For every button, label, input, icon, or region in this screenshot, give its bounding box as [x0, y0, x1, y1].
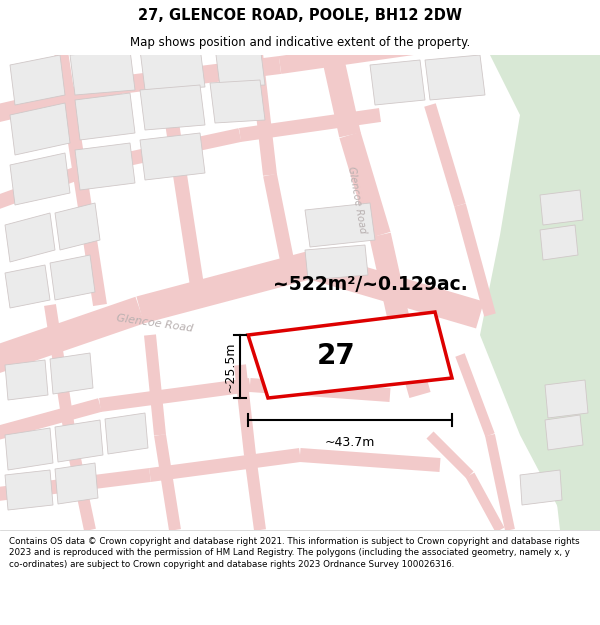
Polygon shape [248, 312, 452, 398]
Text: ~43.7m: ~43.7m [325, 436, 375, 449]
Polygon shape [99, 378, 251, 412]
Text: 27: 27 [316, 342, 355, 370]
Polygon shape [425, 55, 485, 100]
Polygon shape [64, 434, 96, 531]
Polygon shape [340, 132, 391, 238]
Polygon shape [105, 413, 148, 454]
Polygon shape [70, 50, 135, 95]
Polygon shape [305, 203, 375, 247]
Polygon shape [5, 470, 53, 510]
Polygon shape [5, 428, 53, 470]
Polygon shape [279, 36, 421, 74]
Text: Glencoe Road: Glencoe Road [116, 312, 194, 333]
Polygon shape [173, 174, 207, 306]
Polygon shape [545, 415, 583, 450]
Polygon shape [10, 103, 70, 155]
Polygon shape [370, 60, 425, 105]
Polygon shape [306, 252, 484, 328]
Polygon shape [73, 174, 107, 306]
Polygon shape [10, 55, 65, 105]
Polygon shape [299, 448, 440, 472]
Polygon shape [0, 297, 145, 378]
Polygon shape [215, 45, 265, 87]
Polygon shape [5, 265, 50, 308]
Polygon shape [234, 364, 256, 456]
Polygon shape [0, 398, 102, 442]
Polygon shape [10, 153, 70, 205]
Polygon shape [540, 225, 578, 260]
Polygon shape [454, 203, 496, 317]
Polygon shape [540, 190, 583, 225]
Text: Map shows position and indicative extent of the property.: Map shows position and indicative extent… [130, 36, 470, 49]
Polygon shape [0, 158, 103, 212]
Polygon shape [424, 103, 466, 207]
Polygon shape [244, 454, 266, 531]
Polygon shape [55, 463, 98, 504]
Polygon shape [149, 448, 301, 482]
Polygon shape [455, 353, 494, 437]
Polygon shape [75, 143, 135, 190]
Polygon shape [319, 42, 361, 138]
Polygon shape [75, 93, 135, 140]
Polygon shape [44, 304, 76, 436]
Polygon shape [427, 431, 473, 479]
Text: ~25.5m: ~25.5m [223, 341, 236, 392]
Polygon shape [466, 472, 505, 532]
Text: Glencoe Road: Glencoe Road [346, 166, 368, 234]
Text: 27, GLENCOE ROAD, POOLE, BH12 2DW: 27, GLENCOE ROAD, POOLE, BH12 2DW [138, 8, 462, 23]
Polygon shape [250, 378, 391, 402]
Polygon shape [98, 128, 241, 172]
Polygon shape [5, 360, 48, 400]
Polygon shape [140, 85, 205, 130]
Text: ~522m²/~0.129ac.: ~522m²/~0.129ac. [272, 276, 467, 294]
Polygon shape [5, 213, 55, 262]
Polygon shape [119, 56, 281, 94]
Polygon shape [305, 245, 368, 280]
Polygon shape [136, 251, 314, 324]
Polygon shape [520, 470, 562, 505]
Polygon shape [545, 380, 588, 418]
Polygon shape [153, 44, 187, 176]
Polygon shape [485, 434, 515, 531]
Polygon shape [140, 47, 205, 90]
Polygon shape [369, 232, 411, 328]
Polygon shape [0, 468, 151, 502]
Polygon shape [53, 44, 87, 176]
Polygon shape [389, 322, 431, 398]
Polygon shape [210, 80, 265, 123]
Polygon shape [540, 305, 600, 530]
Polygon shape [480, 55, 600, 530]
Polygon shape [239, 108, 381, 142]
Polygon shape [144, 334, 166, 436]
Polygon shape [154, 434, 181, 531]
Polygon shape [263, 174, 297, 276]
Polygon shape [0, 76, 122, 124]
Polygon shape [55, 203, 100, 250]
Polygon shape [55, 420, 103, 462]
Polygon shape [140, 133, 205, 180]
Text: Contains OS data © Crown copyright and database right 2021. This information is : Contains OS data © Crown copyright and d… [9, 537, 580, 569]
Polygon shape [248, 44, 277, 176]
Polygon shape [50, 255, 95, 300]
Polygon shape [50, 353, 93, 394]
